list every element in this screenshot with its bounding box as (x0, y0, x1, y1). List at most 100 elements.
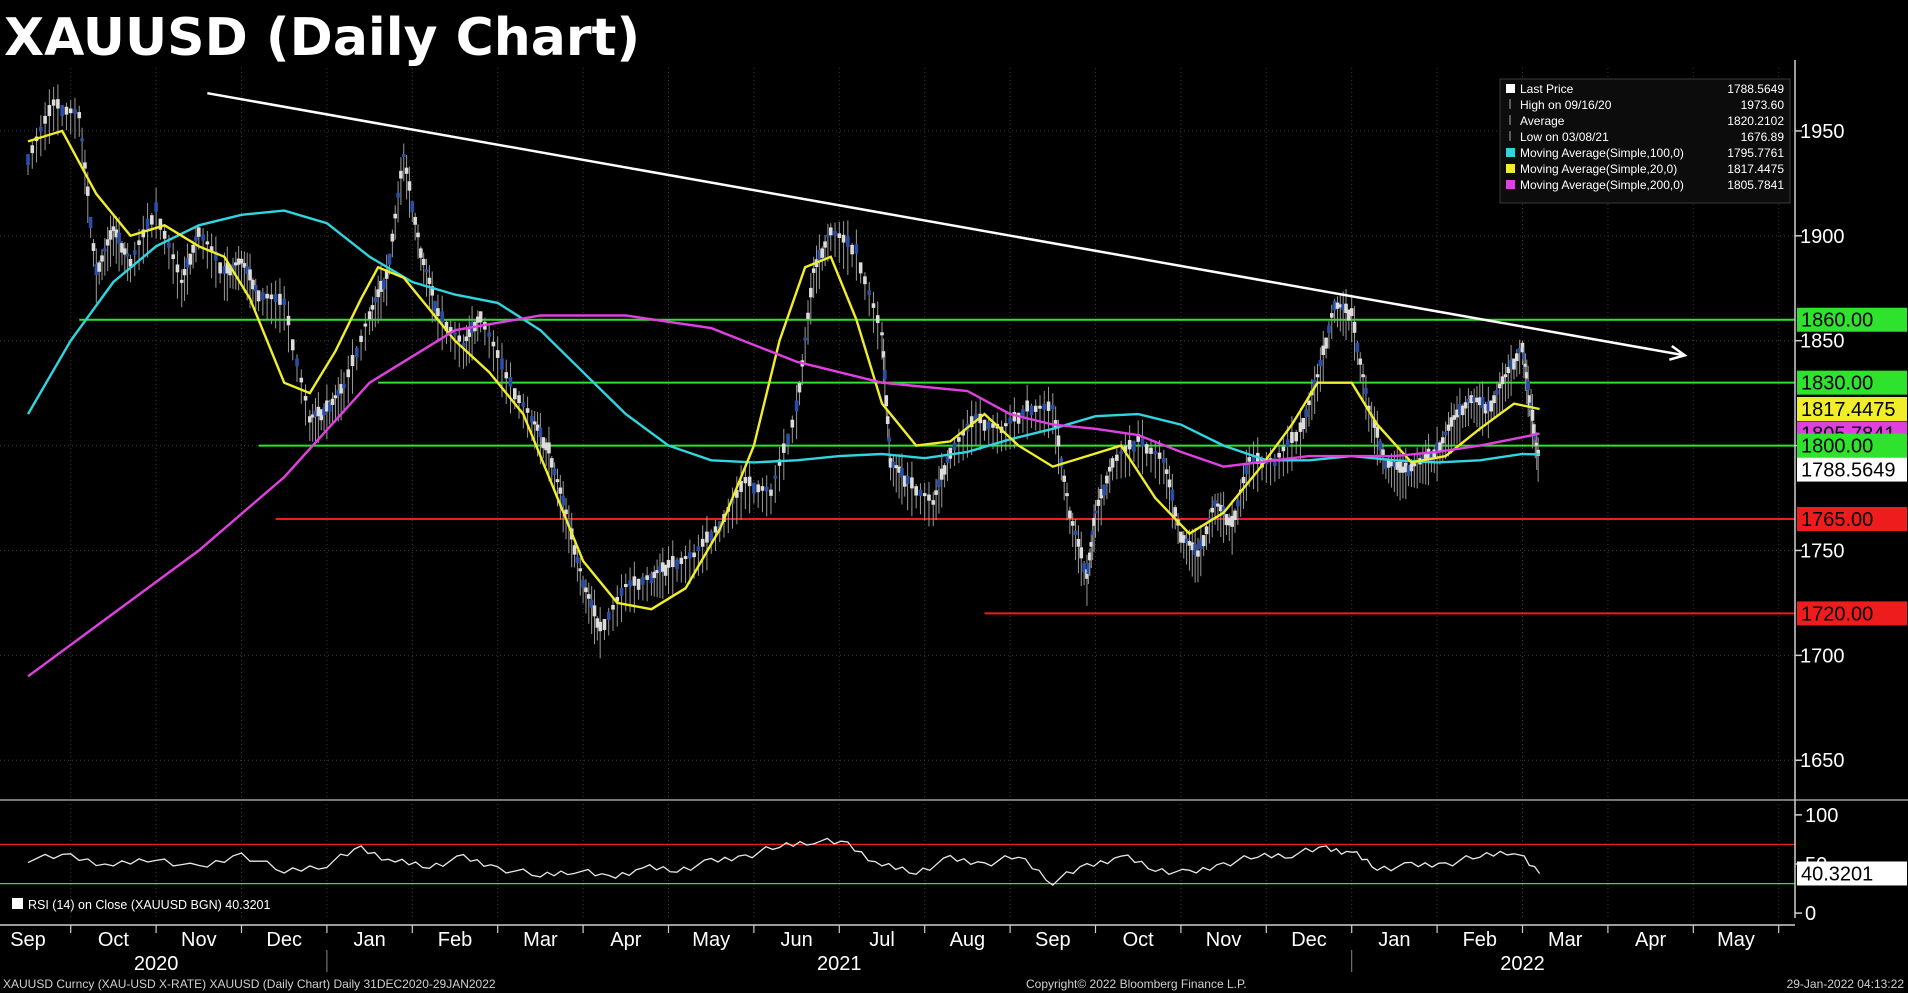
candle-body (1038, 405, 1042, 409)
candle-body (902, 475, 907, 487)
candle-body (1236, 500, 1240, 507)
candle-body (51, 99, 56, 106)
candle-body (1527, 395, 1532, 407)
candle-body (675, 559, 679, 569)
candle-body (1522, 353, 1526, 360)
candle-body (1196, 550, 1200, 557)
candle-body (1088, 552, 1092, 561)
candle-body (83, 162, 87, 169)
candle-body (1086, 563, 1091, 575)
candle-body (910, 477, 914, 489)
candle-body (781, 443, 786, 453)
legend-entry-label: Moving Average(Simple,200,0) (1520, 178, 1684, 192)
month-label: Apr (610, 929, 641, 951)
candle-body (120, 243, 124, 253)
candle-body (179, 279, 184, 283)
candle-body (197, 227, 201, 237)
candle-body (384, 269, 389, 279)
month-label: May (692, 929, 730, 951)
candle-body (1338, 304, 1343, 308)
candle-body (521, 402, 526, 407)
candle-body (191, 244, 195, 253)
candle-body (1495, 389, 1499, 395)
month-label: Feb (438, 929, 472, 951)
candle-body (931, 500, 936, 505)
candle-body (1341, 303, 1345, 311)
candle-body (376, 289, 380, 298)
candle-body (313, 410, 318, 417)
candle-body (1162, 458, 1166, 463)
candle-body (1029, 405, 1034, 416)
candle-body (1389, 461, 1394, 467)
candle-body (461, 342, 466, 348)
candle-body (94, 264, 99, 276)
candle-body (961, 430, 965, 436)
candle-body (1480, 396, 1485, 408)
candle-body (1105, 475, 1109, 484)
candle-body (1409, 463, 1414, 472)
candle-body (236, 258, 241, 265)
candle-body (1492, 395, 1496, 404)
candle-body (1190, 542, 1195, 551)
candle-body (1051, 404, 1055, 410)
candle-body (841, 234, 846, 243)
candle-body (269, 294, 274, 300)
candle-body (615, 596, 620, 602)
candle-body (316, 406, 321, 417)
candle-body (1164, 469, 1169, 474)
candle-body (1301, 417, 1306, 429)
candle-body (128, 258, 133, 267)
candle-body (747, 476, 752, 487)
level-tag-label: 1800.00 (1801, 436, 1873, 458)
candle-body (1460, 405, 1465, 416)
month-label: Sep (10, 929, 46, 951)
grid (0, 68, 1795, 918)
candle-body (350, 355, 355, 367)
candle-body (97, 262, 101, 272)
candle-body (661, 562, 665, 572)
legend-entry-value: 1795.7761 (1727, 146, 1784, 160)
candle-body (1093, 510, 1098, 514)
candle-body (273, 294, 278, 303)
candle-body (1438, 442, 1442, 452)
price-tick-label: 1650 (1800, 750, 1845, 772)
candle-body (1355, 342, 1360, 353)
candle-body (114, 229, 119, 238)
candle-body (457, 335, 462, 342)
candle-body (1536, 449, 1540, 457)
candle-body (552, 468, 557, 475)
candle-body (508, 377, 513, 387)
trendline-line (207, 91, 1685, 357)
candle-body (811, 268, 816, 273)
candle-body (1401, 466, 1405, 473)
candle-body (914, 486, 918, 496)
rsi-last-tag-box (1797, 861, 1907, 886)
candle-body (495, 350, 500, 358)
candle-body (541, 437, 546, 449)
candle-body (359, 335, 363, 343)
candle-body (982, 419, 987, 431)
candle-body (387, 253, 392, 265)
candle-body (467, 329, 472, 337)
candle-body (803, 337, 807, 341)
candle-body (592, 605, 597, 617)
candle-body (222, 266, 227, 275)
legend-swatch (1506, 84, 1515, 93)
candle-body (589, 599, 594, 608)
candle-body (1233, 510, 1237, 521)
candle-body (1230, 515, 1234, 527)
price-tick-label: 1900 (1800, 226, 1845, 248)
candle-body (575, 556, 580, 563)
candle-body (194, 236, 198, 241)
candle-body (421, 258, 426, 266)
candle-body (688, 552, 692, 559)
candle-body (453, 332, 457, 336)
candle-body (957, 437, 961, 442)
candle-body (448, 327, 453, 334)
candle-body (500, 358, 504, 370)
candle-body (595, 618, 600, 628)
candle-body (1395, 462, 1400, 470)
rsi-tick-label: 100 (1805, 805, 1838, 827)
candle-body (884, 395, 889, 407)
candle-body (433, 300, 437, 312)
